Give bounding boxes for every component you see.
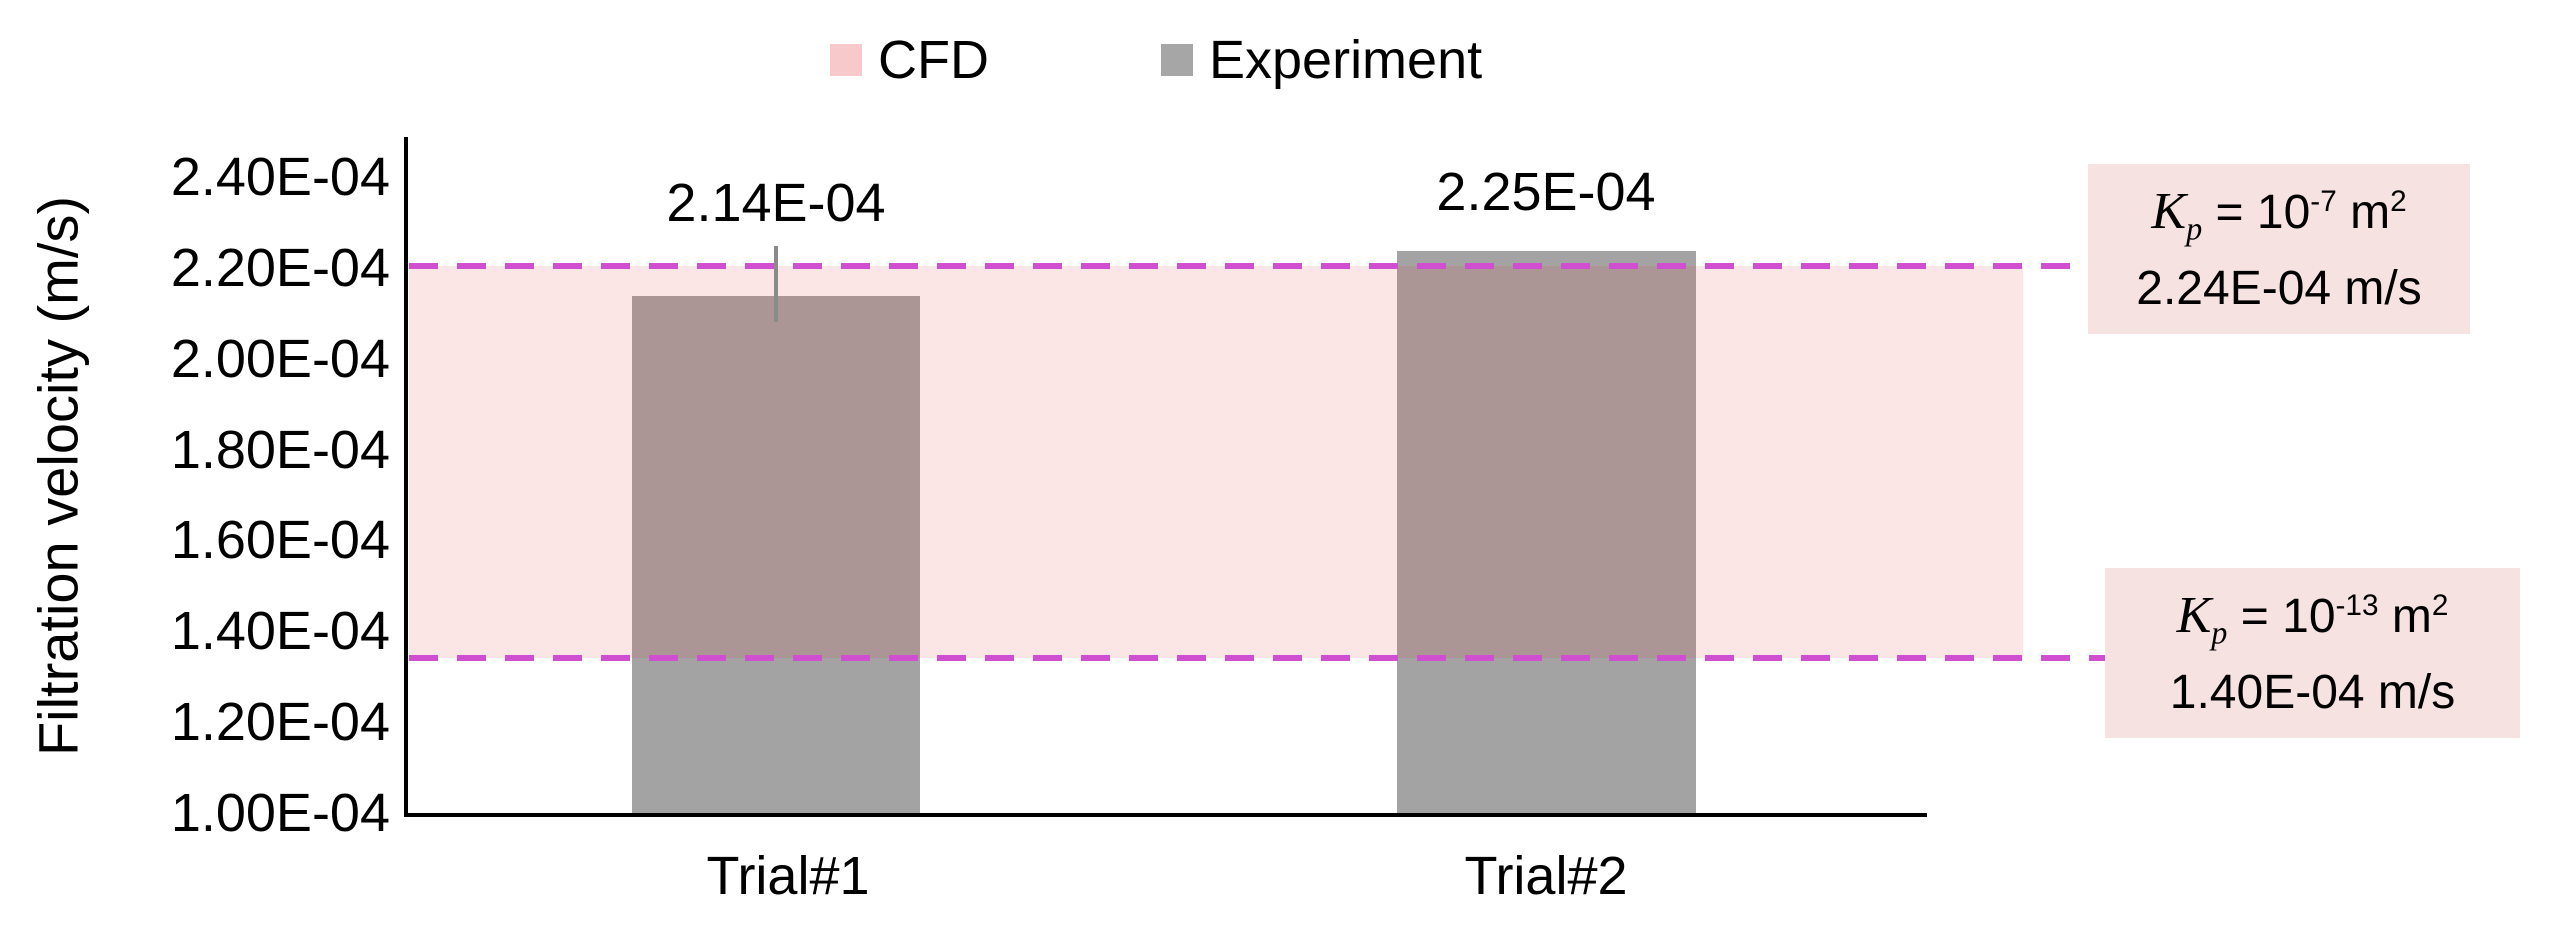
bar-value-label-trial1: 2.14E-04	[666, 173, 886, 233]
x-category-label-trial1: Trial#1	[706, 846, 870, 906]
cfd-swatch-icon	[830, 44, 862, 76]
bar-value-label-trial2: 2.25E-04	[1436, 162, 1656, 222]
annotation-kp-lower: Kp = 10-13 m2 1.40E-04 m/s	[2105, 568, 2520, 738]
bar-trial2	[1397, 251, 1696, 813]
legend-item-experiment: Experiment	[1161, 28, 1482, 92]
y-tick-label: 1.00E-04	[170, 783, 390, 843]
y-tick-label: 2.20E-04	[170, 238, 390, 298]
cfd-upper-dashed-line	[409, 263, 2087, 269]
annotation-kp-upper-line1: Kp = 10-7 m2	[2151, 183, 2407, 247]
x-axis-line	[404, 813, 1927, 817]
y-tick-label: 2.40E-04	[170, 147, 390, 207]
bar-trial1	[632, 296, 920, 813]
y-tick-label: 1.20E-04	[170, 692, 390, 752]
cfd-lower-dashed-line	[409, 655, 2107, 661]
legend-item-cfd: CFD	[830, 28, 989, 92]
y-tick-label: 1.80E-04	[170, 420, 390, 480]
x-category-label-trial2: Trial#2	[1464, 846, 1628, 906]
cfd-range-band	[409, 266, 2023, 658]
legend-label-experiment: Experiment	[1209, 30, 1483, 90]
legend-label-cfd: CFD	[878, 30, 989, 90]
annotation-kp-lower-line1: Kp = 10-13 m2	[2176, 587, 2449, 651]
annotation-kp-lower-line2: 1.40E-04 m/s	[2169, 665, 2456, 719]
y-tick-label: 1.60E-04	[170, 510, 390, 570]
annotation-kp-upper-line2: 2.24E-04 m/s	[2136, 261, 2422, 315]
annotation-kp-upper: Kp = 10-7 m2 2.24E-04 m/s	[2088, 164, 2470, 334]
experiment-swatch-icon	[1161, 44, 1193, 76]
y-tick-label: 1.40E-04	[170, 601, 390, 661]
y-axis-line	[404, 137, 408, 817]
y-tick-label: 2.00E-04	[170, 329, 390, 389]
error-bar-trial1	[774, 246, 778, 322]
